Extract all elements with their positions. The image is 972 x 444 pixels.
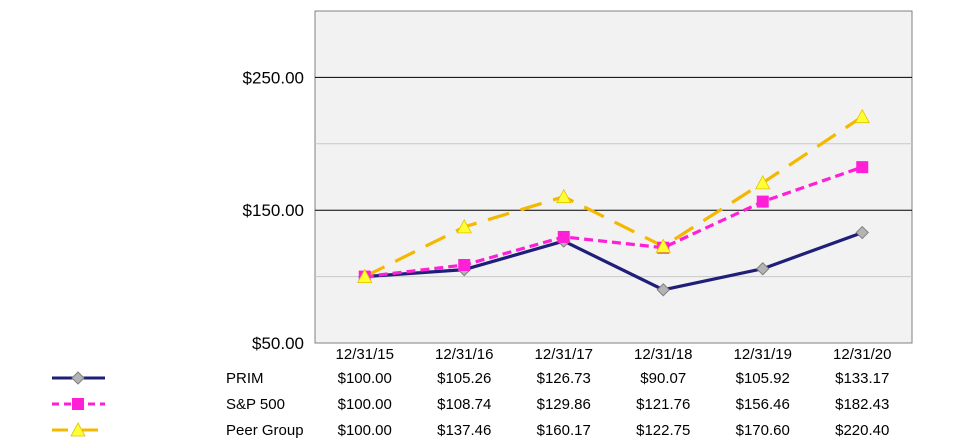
x-category-label: 12/31/15 <box>336 346 394 363</box>
data-point-prim <box>656 283 670 297</box>
legend-label-prim: PRIM <box>226 370 264 387</box>
x-category-label: 12/31/20 <box>833 346 891 363</box>
series-line-s-p-500 <box>364 165 863 279</box>
series-lines <box>364 115 864 292</box>
plot-area <box>314 10 913 344</box>
x-category-label: 12/31/17 <box>535 346 593 363</box>
table-cell-s-p-500: $121.76 <box>636 396 690 413</box>
table-cell-prim: $126.73 <box>537 370 591 387</box>
legend-key-prim <box>52 371 105 385</box>
data-point-prim <box>756 262 770 276</box>
table-cell-s-p-500: $182.43 <box>835 396 889 413</box>
table-cell-prim: $105.26 <box>437 370 491 387</box>
series-line-prim <box>364 231 863 292</box>
legend-label-peer-group: Peer Group <box>226 422 304 439</box>
table-cell-peer-group: $137.46 <box>437 422 491 439</box>
legend-key-s-p-500 <box>52 398 105 410</box>
table-cell-prim: $90.07 <box>640 370 686 387</box>
data-point-peer-group <box>655 238 671 253</box>
table-cell-peer-group: $122.75 <box>636 422 690 439</box>
gridlines <box>315 76 912 278</box>
series-markers <box>357 108 870 297</box>
table-cell-prim: $105.92 <box>736 370 790 387</box>
y-tick-label: $50.00 <box>252 334 304 353</box>
data-table: 12/31/15 12/31/16 12/31/17 12/31/18 12/31/19… <box>52 346 891 439</box>
data-point-peer-group <box>456 219 472 234</box>
table-cell-peer-group: $170.60 <box>736 422 790 439</box>
table-cell-peer-group: $100.00 <box>338 422 392 439</box>
x-category-label: 12/31/18 <box>634 346 692 363</box>
legend-key-peer-group <box>52 422 105 437</box>
x-category-label: 12/31/19 <box>734 346 792 363</box>
data-point-peer-group <box>556 188 572 204</box>
table-cell-s-p-500: $129.86 <box>537 396 591 413</box>
data-point-s-p-500 <box>458 258 471 271</box>
data-point-peer-group <box>357 268 373 284</box>
data-point-s-p-500 <box>557 230 570 243</box>
y-tick-label: $150.00 <box>243 201 304 220</box>
table-cell-peer-group: $220.40 <box>835 422 889 439</box>
legend-marker-prim <box>71 371 85 385</box>
table-cell-prim: $133.17 <box>835 370 889 387</box>
y-tick-label: $250.00 <box>243 68 304 87</box>
data-point-s-p-500 <box>756 195 769 208</box>
table-cell-s-p-500: $100.00 <box>338 396 392 413</box>
y-axis-ticks: $50.00 $150.00 $250.00 <box>243 68 304 353</box>
data-point-prim <box>855 225 869 240</box>
data-point-s-p-500 <box>856 161 869 174</box>
data-point-peer-group <box>755 174 771 190</box>
table-cell-prim: $100.00 <box>338 370 392 387</box>
table-cell-s-p-500: $108.74 <box>437 396 491 413</box>
legend-label-s-p-500: S&P 500 <box>226 396 285 413</box>
x-category-label: 12/31/16 <box>435 346 493 363</box>
legend-marker-s-p-500 <box>72 398 84 410</box>
legend-marker-peer-group <box>70 422 86 437</box>
data-point-peer-group <box>854 108 870 124</box>
table-cell-peer-group: $160.17 <box>537 422 591 439</box>
table-cell-s-p-500: $156.46 <box>736 396 790 413</box>
